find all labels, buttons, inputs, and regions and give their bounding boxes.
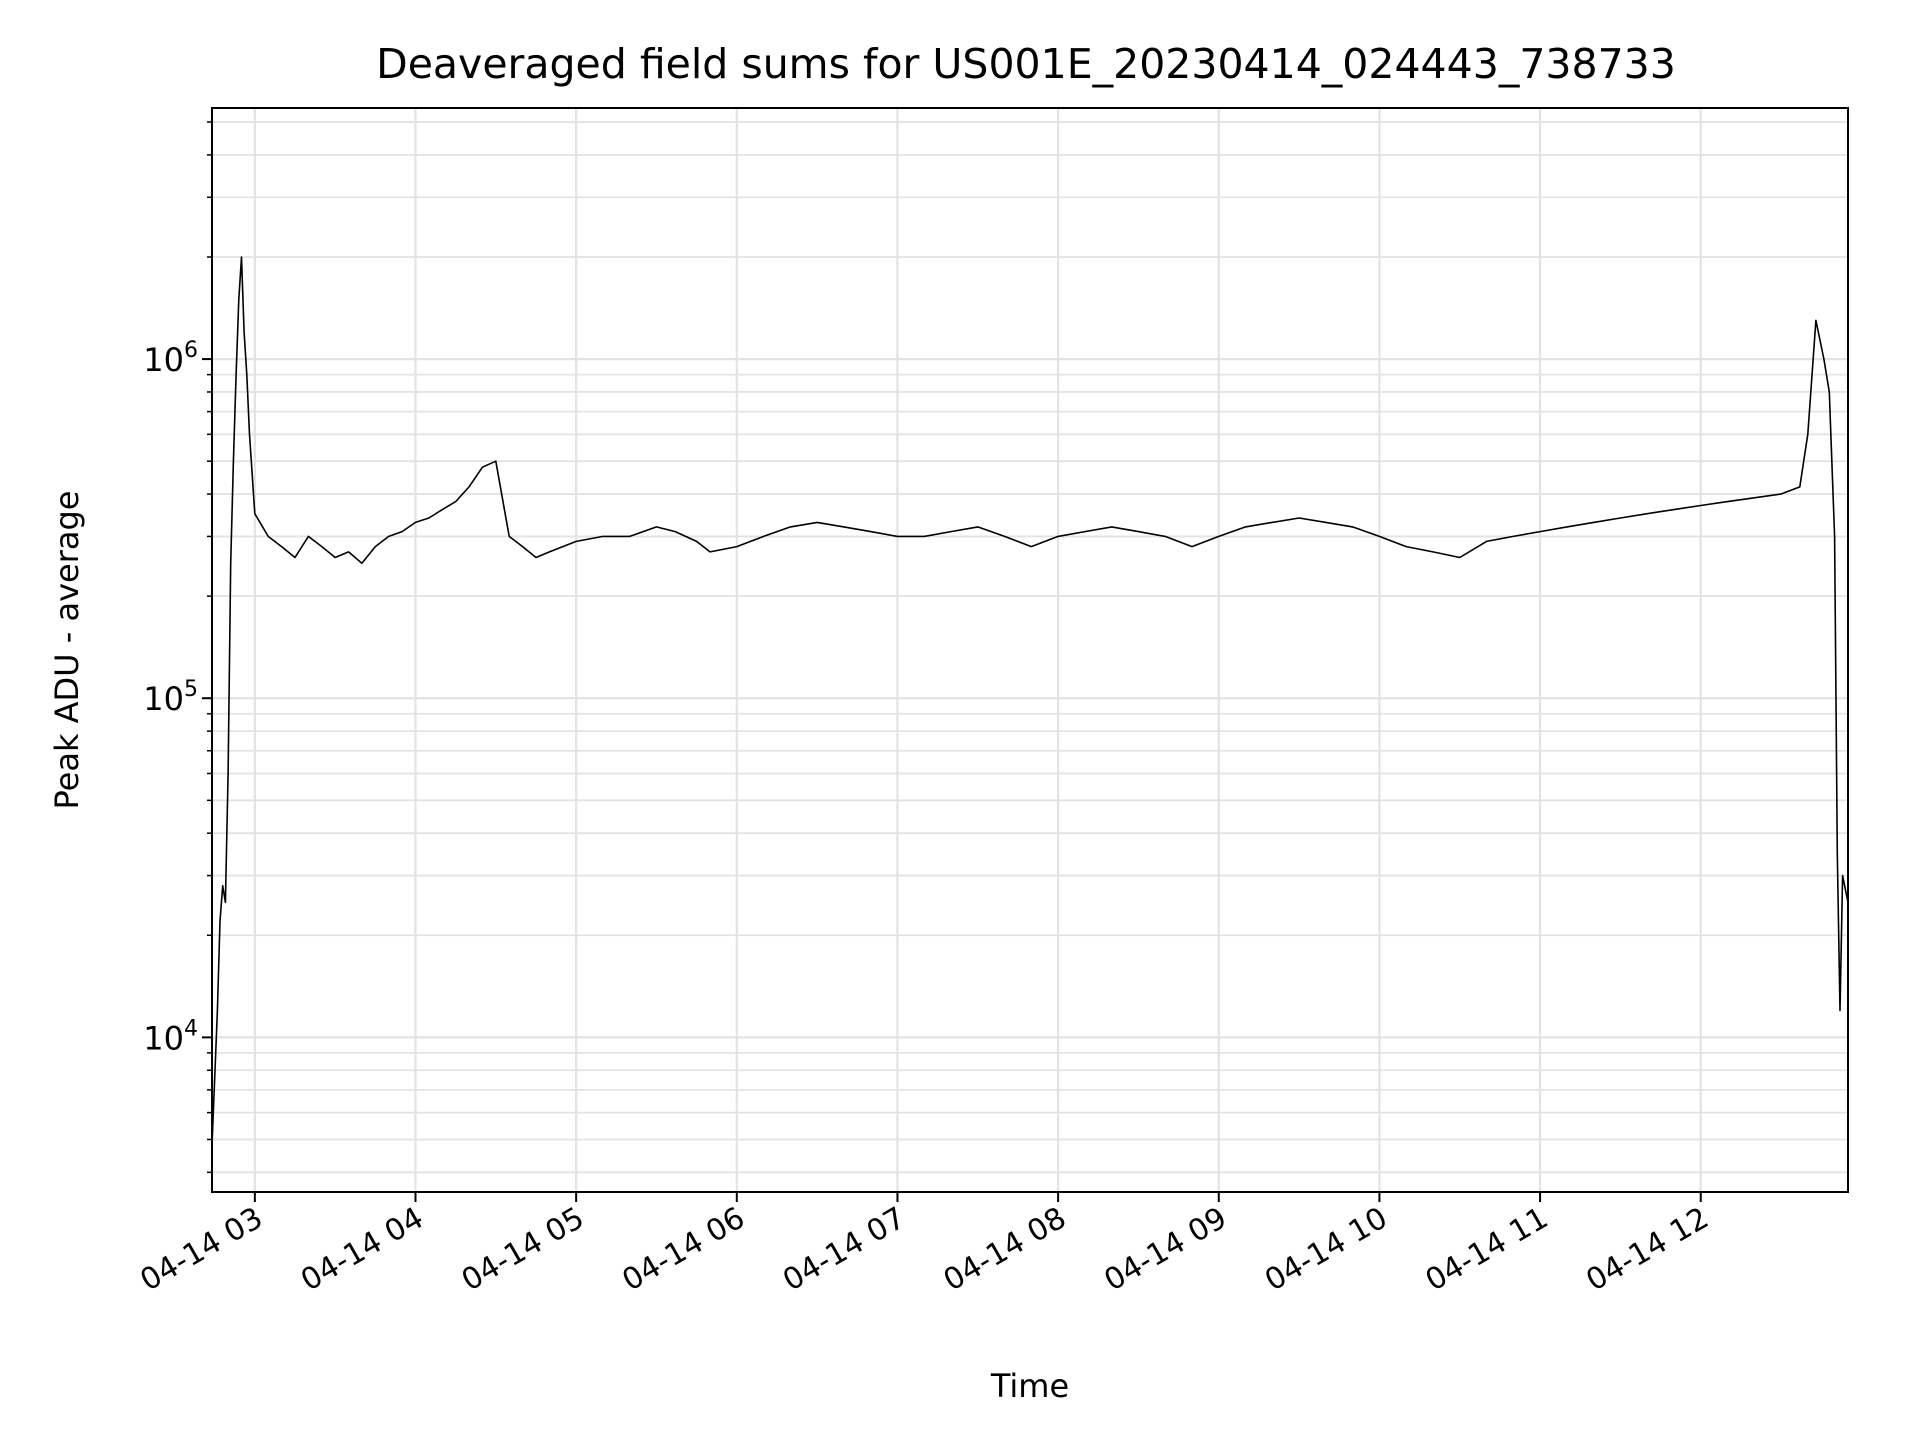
y-tick-label: 106 — [143, 338, 198, 379]
series-line — [211, 256, 1849, 1146]
y-axis-label: Peak ADU - average — [48, 491, 86, 810]
x-axis-label: Time — [990, 1367, 1069, 1405]
y-tick-label: 104 — [143, 1016, 198, 1057]
axes-frame — [211, 107, 1849, 1193]
chart-title: Deaveraged field sums for US001E_2023041… — [376, 40, 1676, 88]
y-tick-label: 105 — [143, 677, 198, 718]
grid-lines — [212, 108, 1848, 1192]
plot-area — [211, 107, 1849, 1193]
y-axis: 104 105 106 — [143, 121, 212, 1174]
data-series — [211, 256, 1849, 1146]
